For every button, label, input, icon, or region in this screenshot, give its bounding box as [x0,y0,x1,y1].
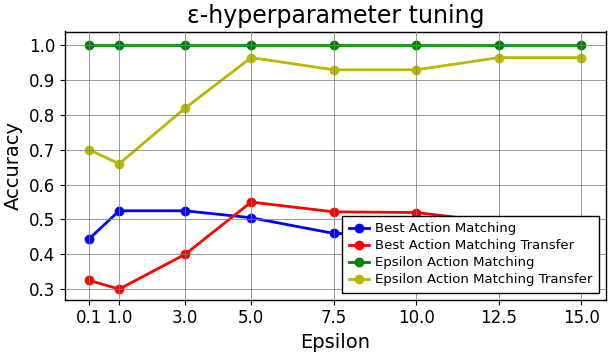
Epsilon Action Matching [115,43,123,48]
Line: Epsilon Action Matching Transfer: Epsilon Action Matching Transfer [85,53,586,168]
Epsilon Action Matching Transfer [248,56,255,60]
Best Action Matching Transfer [248,200,255,204]
Best Action Matching [412,234,420,238]
Line: Epsilon Action Matching: Epsilon Action Matching [85,41,586,49]
Best Action Matching [248,216,255,220]
Epsilon Action Matching [248,43,255,48]
Y-axis label: Accuracy: Accuracy [4,121,23,210]
Best Action Matching [330,231,337,236]
Best Action Matching Transfer [182,252,189,256]
Best Action Matching Transfer [412,210,420,215]
Epsilon Action Matching Transfer [115,162,123,166]
Epsilon Action Matching Transfer [495,56,503,60]
Best Action Matching [115,209,123,213]
Epsilon Action Matching Transfer [330,68,337,72]
Best Action Matching [578,224,585,228]
Epsilon Action Matching Transfer [182,106,189,110]
Title: ε-hyperparameter tuning: ε-hyperparameter tuning [187,4,484,28]
Epsilon Action Matching [495,43,503,48]
Best Action Matching [86,236,93,241]
Epsilon Action Matching [86,43,93,48]
Epsilon Action Matching [412,43,420,48]
Best Action Matching Transfer [495,220,503,224]
Best Action Matching Transfer [330,210,337,214]
Best Action Matching [182,209,189,213]
Best Action Matching Transfer [115,287,123,291]
Epsilon Action Matching [578,43,585,48]
Best Action Matching Transfer [86,278,93,283]
Best Action Matching Transfer [578,221,585,225]
Line: Best Action Matching Transfer: Best Action Matching Transfer [85,198,586,293]
Legend: Best Action Matching, Best Action Matching Transfer, Epsilon Action Matching, Ep: Best Action Matching, Best Action Matchi… [342,216,599,293]
Epsilon Action Matching Transfer [86,148,93,152]
X-axis label: Epsilon: Epsilon [300,333,370,352]
Epsilon Action Matching Transfer [412,68,420,72]
Line: Best Action Matching: Best Action Matching [85,206,586,243]
Epsilon Action Matching Transfer [578,56,585,60]
Epsilon Action Matching [182,43,189,48]
Best Action Matching [495,234,503,238]
Epsilon Action Matching [330,43,337,48]
